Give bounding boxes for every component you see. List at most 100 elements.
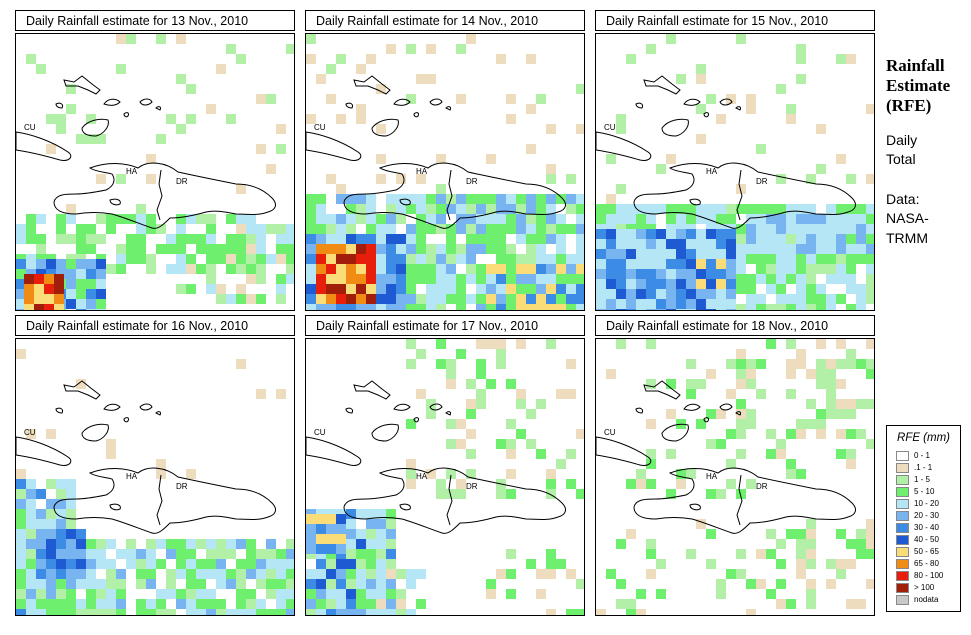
rainfall-cell — [626, 249, 636, 259]
rainfall-cell — [366, 609, 376, 615]
rainfall-cell — [706, 214, 716, 224]
rainfall-cell — [226, 549, 236, 559]
rainfall-cell — [326, 579, 336, 589]
rainfall-cell — [56, 499, 66, 509]
rainfall-cell — [146, 154, 156, 164]
rainfall-cell — [796, 529, 806, 539]
rainfall-cell — [846, 54, 856, 64]
rainfall-cell — [726, 569, 736, 579]
rainfall-cell — [416, 214, 426, 224]
rainfall-cell — [816, 284, 826, 294]
rainfall-cell — [616, 539, 626, 549]
rainfall-cell — [306, 544, 316, 554]
rainfall-cell — [326, 514, 336, 524]
rainfall-cell — [326, 254, 336, 264]
coastline — [703, 417, 709, 423]
rainfall-cell — [816, 294, 826, 304]
rainfall-cell — [186, 234, 196, 244]
legend-swatch — [896, 558, 909, 569]
rainfall-cell — [406, 469, 416, 479]
rainfall-cell — [226, 114, 236, 124]
rainfall-cell — [386, 264, 396, 274]
rainfall-cell — [396, 589, 406, 599]
rainfall-cell — [46, 144, 56, 154]
source-line-3: TRMM — [886, 230, 928, 246]
rainfall-cell — [576, 489, 584, 499]
rainfall-cell — [826, 204, 836, 214]
rainfall-cell — [66, 299, 76, 309]
rainfall-cell — [416, 174, 426, 184]
rainfall-cell — [266, 164, 276, 174]
rainfall-cell — [46, 569, 56, 579]
rainfall-cell — [596, 309, 606, 310]
rainfall-cell — [206, 599, 216, 609]
rainfall-cell — [866, 244, 874, 254]
rainfall-cell — [356, 104, 366, 114]
rainfall-cell — [516, 294, 526, 304]
rainfall-cell — [826, 369, 836, 379]
rainfall-cell — [446, 489, 456, 499]
rainfall-cell — [746, 294, 756, 304]
rainfall-cell — [396, 599, 406, 609]
rainfall-cell — [696, 214, 706, 224]
rainfall-cell — [646, 419, 656, 429]
country-border — [446, 474, 453, 526]
rainfall-cell — [336, 244, 346, 254]
rainfall-cell — [346, 274, 356, 284]
rainfall-cell — [616, 214, 626, 224]
rainfall-cell — [286, 589, 294, 599]
rainfall-cell — [36, 589, 46, 599]
coastline — [139, 98, 153, 106]
rainfall-cell — [366, 589, 376, 599]
rainfall-cell — [366, 234, 376, 244]
legend-swatch — [896, 546, 909, 557]
rainfall-cell — [116, 589, 126, 599]
rainfall-cell — [636, 249, 646, 259]
rainfall-cell — [736, 34, 746, 44]
rainfall-cell — [166, 579, 176, 589]
rainfall-cell — [716, 299, 726, 309]
rainfall-cell — [696, 74, 706, 84]
rainfall-cell — [256, 94, 266, 104]
rainfall-cell — [416, 304, 426, 310]
rainfall-cell — [44, 274, 54, 284]
rainfall-cell — [416, 349, 426, 359]
period-line-1: Daily — [886, 132, 918, 148]
country-label: HA — [416, 472, 428, 481]
rainfall-cell — [116, 599, 126, 609]
rainfall-cell — [676, 229, 686, 239]
rainfall-cell — [736, 369, 746, 379]
rainfall-cell — [56, 579, 66, 589]
rainfall-cell — [276, 599, 286, 609]
legend-swatch — [896, 522, 909, 533]
rainfall-cell — [666, 259, 676, 269]
rainfall-cell — [346, 539, 356, 549]
rainfall-cell — [776, 264, 786, 274]
rainfall-cell — [376, 174, 386, 184]
rainfall-cell — [566, 359, 576, 369]
rainfall-cell — [316, 274, 326, 284]
rainfall-cell — [696, 104, 706, 114]
rainfall-cell — [276, 579, 286, 589]
rainfall-cell — [226, 254, 236, 264]
rainfall-cell — [226, 609, 236, 615]
rainfall-cell — [466, 244, 476, 254]
rainfall-cell — [566, 174, 576, 184]
rainfall-cell — [466, 449, 476, 459]
rainfall-cell — [446, 469, 456, 479]
rainfall-cell — [316, 284, 326, 294]
legend-row: 5 - 10 — [896, 486, 934, 497]
rainfall-cell — [96, 559, 106, 569]
rainfall-cell — [436, 304, 446, 310]
rainfall-cell — [186, 579, 196, 589]
rainfall-cell — [396, 214, 406, 224]
rainfall-cell — [386, 529, 396, 539]
rainfall-cell — [526, 194, 536, 204]
rainfall-cell — [376, 304, 386, 310]
rainfall-cell — [16, 559, 26, 569]
rainfall-cell — [426, 204, 436, 214]
rainfall-cell — [216, 569, 226, 579]
rainfall-cell — [716, 239, 726, 249]
rainfall-cell — [466, 214, 476, 224]
rainfall-cell — [616, 289, 626, 299]
